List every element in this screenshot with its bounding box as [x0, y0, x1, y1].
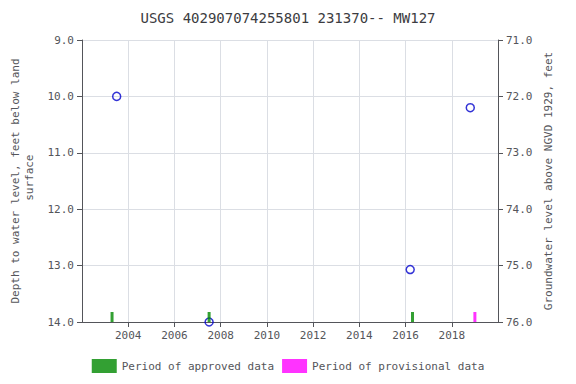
- svg-text:Period of approved data: Period of approved data: [122, 360, 274, 373]
- svg-text:Period of provisional data: Period of provisional data: [312, 360, 484, 373]
- svg-text:76.0: 76.0: [506, 316, 533, 329]
- svg-text:73.0: 73.0: [506, 146, 533, 159]
- svg-text:74.0: 74.0: [506, 203, 533, 216]
- svg-text:2004: 2004: [115, 329, 142, 342]
- svg-text:10.0: 10.0: [48, 90, 75, 103]
- svg-text:13.0: 13.0: [48, 259, 75, 272]
- svg-text:2016: 2016: [392, 329, 419, 342]
- svg-text:Groundwater level above NGVD 1: Groundwater level above NGVD 1929, feet: [542, 52, 555, 310]
- svg-text:Depth to water level, feet bel: Depth to water level, feet below land: [9, 58, 22, 303]
- svg-text:75.0: 75.0: [506, 259, 533, 272]
- svg-text:2012: 2012: [300, 329, 327, 342]
- svg-text:12.0: 12.0: [48, 203, 75, 216]
- svg-text:2008: 2008: [207, 329, 234, 342]
- svg-text:14.0: 14.0: [48, 316, 75, 329]
- svg-text:9.0: 9.0: [54, 34, 74, 47]
- svg-text:72.0: 72.0: [506, 90, 533, 103]
- svg-text:USGS 402907074255801 231370--: USGS 402907074255801 231370-- MW127: [140, 10, 435, 26]
- svg-text:2014: 2014: [346, 329, 373, 342]
- svg-text:2006: 2006: [161, 329, 188, 342]
- svg-text:11.0: 11.0: [48, 146, 75, 159]
- svg-text:2010: 2010: [254, 329, 281, 342]
- svg-text:surface: surface: [23, 155, 36, 208]
- svg-text:71.0: 71.0: [506, 34, 533, 47]
- svg-text:2018: 2018: [439, 329, 466, 342]
